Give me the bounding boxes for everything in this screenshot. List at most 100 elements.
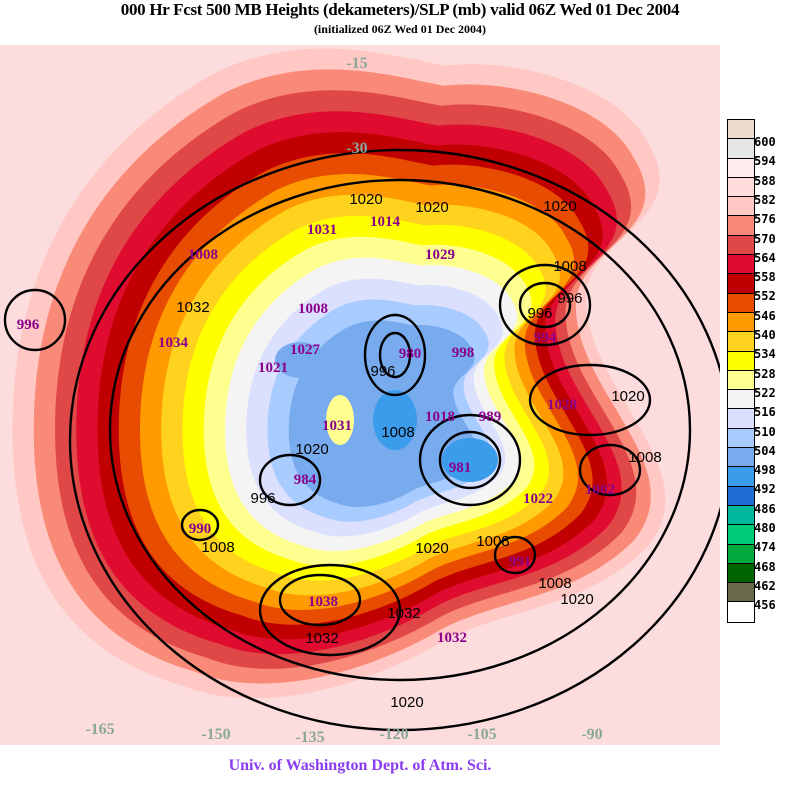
pressure-center-label: 1032 — [437, 630, 467, 646]
longitude-label: -30 — [346, 140, 367, 157]
legend-label: 540 — [754, 328, 776, 342]
legend-swatch — [728, 525, 754, 545]
legend-swatch — [728, 332, 754, 352]
pressure-center-label: 984 — [294, 472, 317, 488]
contour-label: 1032 — [387, 605, 420, 622]
legend-swatch — [728, 255, 754, 275]
contour-label: 1020 — [390, 694, 423, 711]
height-bands — [12, 48, 666, 699]
pressure-center-label: 1029 — [425, 247, 455, 263]
legend-swatch — [728, 563, 754, 584]
pressure-center-label: 980 — [399, 346, 422, 362]
height-band — [442, 438, 498, 482]
contour-label: 1008 — [628, 449, 661, 466]
legend-swatch — [728, 467, 754, 487]
legend-label: 516 — [754, 405, 776, 420]
legend-label: 510 — [754, 424, 776, 439]
legend-label: 462 — [754, 578, 776, 593]
height-band — [275, 342, 325, 378]
map-subtitle: (initialized 06Z Wed 01 Dec 2004) — [313, 22, 487, 36]
legend-swatch — [728, 486, 754, 506]
legend-label: 594 — [754, 154, 776, 169]
footer-credit: Univ. of Washington Dept. of Atm. Sci. — [228, 757, 492, 774]
contour-label: 1032 — [305, 630, 338, 647]
legend-swatch — [728, 158, 754, 178]
height-band — [373, 390, 417, 450]
legend-swatch — [728, 409, 754, 429]
legend-label: 522 — [754, 385, 776, 400]
pressure-center-label: 1008 — [298, 301, 328, 317]
color-legend — [727, 119, 755, 623]
contour-label: 1020 — [415, 540, 448, 557]
longitude-label: -105 — [467, 726, 496, 743]
legend-label: 492 — [754, 482, 776, 497]
pressure-center-label: 981 — [449, 460, 472, 476]
legend-label: 558 — [754, 270, 776, 285]
legend-swatch — [728, 505, 754, 526]
legend-swatch — [728, 370, 754, 391]
legend-label: 570 — [754, 231, 776, 246]
legend-swatch — [728, 177, 754, 198]
legend-swatch — [728, 583, 754, 603]
pressure-center-label: 1008 — [188, 247, 218, 263]
legend-label: 576 — [754, 212, 776, 227]
contour-label: 1008 — [476, 533, 509, 550]
height-band — [326, 395, 354, 445]
contour-label: 996 — [370, 363, 395, 380]
contour-label: 1008 — [201, 539, 234, 556]
legend-label: 552 — [754, 289, 776, 304]
legend-swatch — [728, 197, 754, 217]
pressure-center-label: 989 — [479, 409, 502, 425]
contour-label: 1008 — [553, 258, 586, 275]
contour-label: 1008 — [381, 424, 414, 441]
legend-label: 498 — [754, 463, 776, 478]
legend-label: 528 — [754, 366, 776, 381]
pressure-center-label: 1038 — [308, 594, 338, 610]
pressure-center-label: 1002 — [585, 482, 615, 498]
pressure-center-label: 990 — [189, 521, 212, 537]
legend-label: 564 — [754, 250, 776, 265]
legend-label: 474 — [754, 540, 776, 555]
legend-swatch — [728, 274, 754, 294]
contour-label: 1020 — [611, 388, 644, 405]
legend-label: 456 — [754, 598, 776, 613]
legend-swatch — [728, 293, 754, 313]
pressure-center-label: 1028 — [547, 397, 577, 413]
legend-swatch — [728, 448, 754, 468]
legend-swatch — [728, 428, 754, 449]
legend-swatch — [728, 544, 754, 564]
longitude-label: -15 — [346, 55, 367, 72]
legend-swatch — [728, 602, 754, 622]
contour-label: 1020 — [543, 198, 576, 215]
legend-swatch — [728, 139, 754, 159]
contour-label: 1020 — [560, 591, 593, 608]
contour-label: 996 — [527, 305, 552, 322]
legend-label: 480 — [754, 521, 776, 535]
pressure-center-label: 1022 — [523, 491, 553, 507]
contour-label: 1020 — [349, 191, 382, 208]
legend-label: 600 — [754, 135, 776, 149]
contour-label: 1020 — [295, 441, 328, 458]
slp-contours — [3, 148, 720, 732]
legend-label: 582 — [754, 192, 776, 207]
pressure-center-label: 1021 — [258, 360, 288, 376]
pressure-center-label: 1031 — [307, 222, 337, 238]
legend-label: 504 — [754, 443, 776, 458]
pressure-center-label: 1018 — [425, 409, 455, 425]
legend-swatch — [728, 312, 754, 333]
pressure-center-label: 1034 — [158, 335, 189, 351]
legend-swatch — [728, 120, 754, 140]
longitude-label: -90 — [581, 726, 602, 743]
map-title: 000 Hr Fcst 500 MB Heights (dekameters)/… — [120, 0, 680, 19]
pressure-center-label: 1027 — [290, 342, 321, 358]
contour-label: 996 — [557, 290, 582, 307]
legend-label: 468 — [754, 559, 776, 574]
legend-swatch — [728, 216, 754, 236]
legend-label: 546 — [754, 308, 776, 323]
pressure-center-label: 991 — [509, 554, 532, 570]
contour-label: 996 — [250, 490, 275, 507]
pressure-center-label: 994 — [534, 330, 557, 346]
contour-label: 1008 — [538, 575, 571, 592]
pressure-center-label: 1031 — [322, 418, 352, 434]
pressure-center-label: 1014 — [370, 214, 401, 230]
